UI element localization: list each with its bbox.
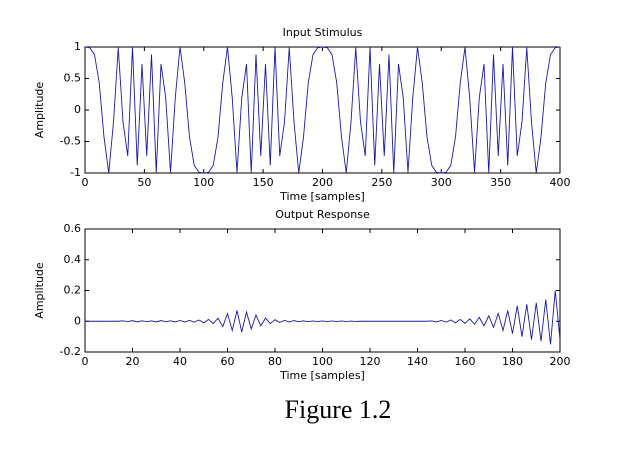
y-tick-label: 0.4 xyxy=(64,253,82,266)
plot-title: Input Stimulus xyxy=(283,26,363,39)
x-tick-label: 160 xyxy=(455,355,476,368)
y-tick-label: 1 xyxy=(74,40,81,53)
x-tick-label: 300 xyxy=(431,176,452,189)
x-tick-label: 100 xyxy=(312,355,333,368)
x-tick-label: 20 xyxy=(126,355,140,368)
x-tick-label: 50 xyxy=(137,176,151,189)
y-tick-label: -0.5 xyxy=(60,135,81,148)
x-tick-label: 100 xyxy=(193,176,214,189)
y-axis-label: Amplitude xyxy=(33,82,46,139)
x-tick-label: 200 xyxy=(312,176,333,189)
signal-line xyxy=(85,290,561,345)
y-tick-label: -0.2 xyxy=(60,345,81,358)
x-tick-label: 0 xyxy=(82,176,89,189)
x-tick-label: 250 xyxy=(371,176,392,189)
y-tick-label: -1 xyxy=(70,166,81,179)
x-tick-label: 40 xyxy=(173,355,187,368)
plot-title: Output Response xyxy=(275,208,370,221)
y-tick-label: 0.5 xyxy=(64,72,82,85)
x-axis-label: Time [samples] xyxy=(279,369,365,382)
x-tick-label: 400 xyxy=(550,176,571,189)
x-tick-label: 60 xyxy=(221,355,235,368)
x-tick-label: 200 xyxy=(550,355,571,368)
signal-line xyxy=(84,46,561,174)
y-axis-label: Amplitude xyxy=(33,262,46,319)
plot-area xyxy=(84,46,561,174)
x-tick-label: 120 xyxy=(360,355,381,368)
x-tick-label: 150 xyxy=(253,176,274,189)
caption: Figure 1.2 xyxy=(285,395,392,424)
x-tick-label: 140 xyxy=(407,355,428,368)
y-tick-label: 0 xyxy=(74,103,81,116)
y-tick-label: 0 xyxy=(74,314,81,327)
x-tick-label: 350 xyxy=(490,176,511,189)
y-tick-label: 0.6 xyxy=(64,222,82,235)
x-tick-label: 80 xyxy=(268,355,282,368)
x-tick-label: 180 xyxy=(502,355,523,368)
x-axis-label: Time [samples] xyxy=(279,190,365,203)
x-tick-label: 0 xyxy=(82,355,89,368)
plot-area xyxy=(84,228,561,353)
y-tick-label: 0.2 xyxy=(64,284,82,297)
